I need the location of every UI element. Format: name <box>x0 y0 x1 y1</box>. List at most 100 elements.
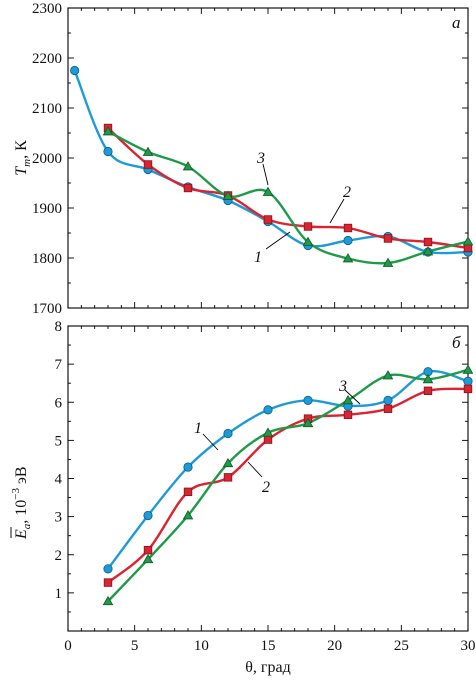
panel-a-curve-label-3: 3 <box>256 150 265 167</box>
data-point-square <box>263 435 273 444</box>
data-point-square <box>303 222 313 231</box>
data-point-triangle <box>422 246 434 256</box>
panel-a-letter: а <box>452 13 461 32</box>
data-point-triangle <box>262 427 274 437</box>
series-line-3 <box>107 130 469 265</box>
data-point-square <box>383 234 393 243</box>
data-point-square <box>143 160 153 169</box>
y-tick-label: 8 <box>55 319 63 335</box>
data-point-circle <box>223 428 233 439</box>
data-point-circle <box>103 146 113 157</box>
panel-b-lines <box>107 368 469 603</box>
panel-b-leader-1 <box>202 433 219 451</box>
x-tick-label: 25 <box>394 638 409 654</box>
x-tick-label: 5 <box>131 638 139 654</box>
y-tick-label: 1700 <box>32 301 62 317</box>
data-point-square <box>423 386 433 396</box>
series-line-1 <box>107 369 469 570</box>
panel-b-curve-label-3: 3 <box>338 378 347 395</box>
data-point-triangle <box>382 370 394 380</box>
panel-b-ticks: 0 5 10 15 20 25 30 1 2 3 4 5 6 7 8 <box>55 319 476 654</box>
svg-text:Ea, 10−3 эВ: Ea, 10−3 эВ <box>10 466 33 540</box>
y-tick-label: 2200 <box>32 51 62 67</box>
y-tick-label: 4 <box>55 472 63 488</box>
series-line-3 <box>107 368 469 603</box>
data-point-square <box>183 183 193 193</box>
panel-b-y-axis-title: Ea, 10−3 эВ <box>10 466 33 540</box>
panel-a-leader-2 <box>329 198 345 224</box>
data-point-square <box>423 237 433 247</box>
x-tick-label: 30 <box>461 638 476 654</box>
y-tick-label: 1800 <box>32 251 62 267</box>
y-tick-label: 1 <box>55 586 63 602</box>
data-point-square <box>143 545 153 555</box>
data-point-circle <box>383 395 393 405</box>
data-point-triangle <box>102 126 114 136</box>
data-point-square <box>343 410 353 420</box>
panel-b-curve-label-2: 2 <box>262 479 270 496</box>
data-point-triangle <box>182 510 194 520</box>
panel-a-y-axis-title: Tm, К <box>13 140 33 176</box>
data-point-triangle <box>462 364 474 374</box>
data-point-square <box>263 215 273 224</box>
panel-b-markers <box>102 364 474 606</box>
data-point-circle <box>303 395 313 405</box>
panel-a-frame <box>67 7 469 309</box>
data-point-triangle <box>222 190 234 200</box>
data-point-square <box>103 578 113 587</box>
data-point-triangle <box>302 236 314 246</box>
panel-b-leader-2 <box>247 461 263 478</box>
y-tick-label: 2000 <box>32 151 62 167</box>
series-line-2 <box>107 127 469 250</box>
data-point-triangle <box>262 186 274 196</box>
panel-b-curve-label-1: 1 <box>194 420 202 437</box>
y-tick-label: 5 <box>55 433 63 449</box>
data-point-square <box>463 384 473 394</box>
panel-a-markers <box>70 65 474 267</box>
y-tick-label: 6 <box>55 395 63 411</box>
data-point-circle <box>463 376 473 386</box>
series-line-2 <box>107 387 469 584</box>
data-point-square <box>343 223 353 233</box>
data-point-square <box>183 487 193 497</box>
data-point-circle <box>143 510 153 521</box>
panel-b-leader-3 <box>344 389 361 405</box>
data-point-circle <box>263 405 273 415</box>
panel-a-leader-3 <box>262 163 269 186</box>
data-point-circle <box>343 235 353 246</box>
data-point-triangle <box>222 457 234 468</box>
series-line-1 <box>73 70 469 255</box>
data-point-triangle <box>102 595 114 606</box>
y-tick-label: 2100 <box>32 101 62 117</box>
data-point-triangle <box>182 161 194 171</box>
x-axis-title: θ, град <box>245 659 290 676</box>
y-tick-label: 2300 <box>32 1 62 17</box>
panel-b-chart: 0 5 10 15 20 25 30 1 2 3 4 5 6 7 8 б 1 2 3 Ea, 10−3 эВ… <box>10 319 476 676</box>
data-point-triangle <box>142 553 154 564</box>
y-tick-label: 7 <box>55 357 63 373</box>
x-tick-label: 20 <box>327 638 342 654</box>
data-point-triangle <box>462 236 474 246</box>
data-point-square <box>223 473 233 482</box>
panel-b-leaders <box>202 389 361 478</box>
data-point-triangle <box>302 417 314 428</box>
x-tick-label: 15 <box>261 638 276 654</box>
panel-a-leader-1 <box>265 231 291 250</box>
data-point-circle <box>70 65 80 76</box>
y-tick-label: 2 <box>55 548 63 564</box>
data-point-triangle <box>382 257 394 267</box>
panel-a-ticks: 1700 1800 1900 2000 2100 2200 2300 <box>32 1 469 317</box>
x-tick-label: 10 <box>194 638 209 654</box>
panel-b-letter: б <box>452 333 461 352</box>
y-tick-label: 1900 <box>32 201 62 217</box>
panel-a-curve-label-2: 2 <box>343 184 351 201</box>
data-point-triangle <box>342 394 354 405</box>
panel-a-curve-label-1: 1 <box>254 249 262 266</box>
y-tick-label: 3 <box>55 510 63 526</box>
data-point-circle <box>103 564 113 574</box>
data-point-circle <box>183 462 193 472</box>
data-point-square <box>383 404 393 413</box>
x-tick-label: 0 <box>64 638 72 654</box>
panel-a-chart: 1700 1800 1900 2000 2100 2200 2300 а 1 2 3 Tm,… <box>13 1 474 317</box>
